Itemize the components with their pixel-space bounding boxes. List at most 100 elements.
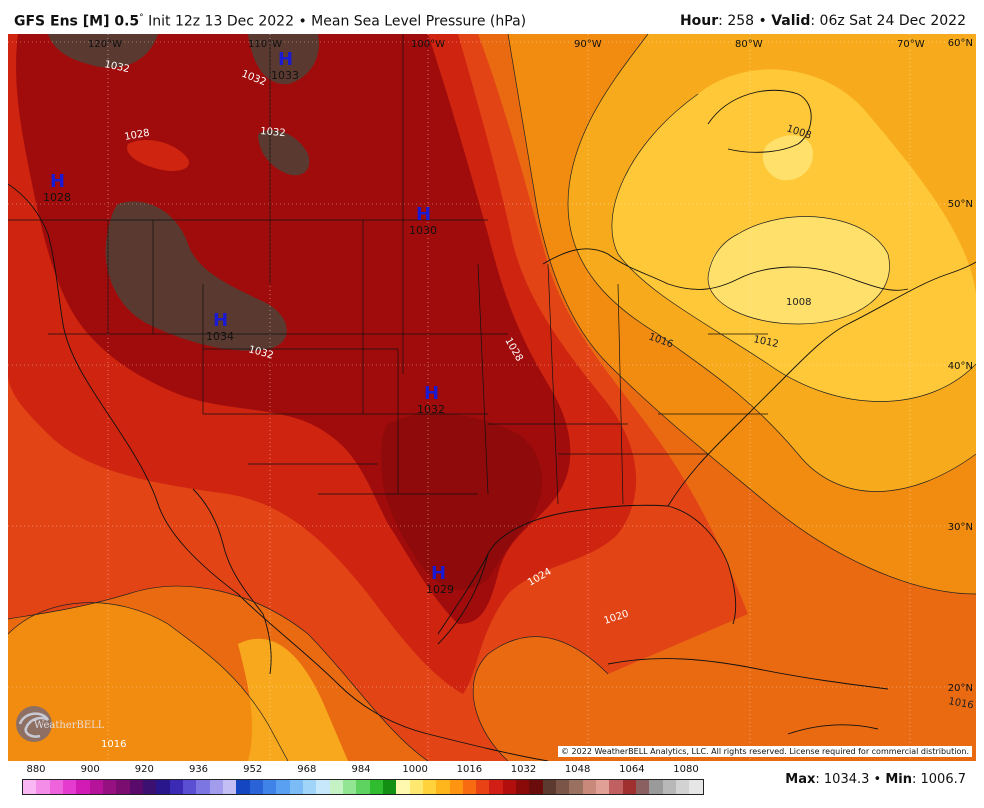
map-header: GFS Ens [M] 0.5° Init 12z 13 Dec 2022 • … <box>0 0 984 34</box>
colorbar-swatch <box>62 780 77 794</box>
contour-label: 1016 <box>101 739 126 750</box>
pressure-map[interactable]: 120°W 110°W 100°W 90°W 80°W 70°W 60°N 50… <box>8 34 976 761</box>
high-letter: H <box>431 563 446 584</box>
copyright-notice: © 2022 WeatherBELL Analytics, LLC. All r… <box>558 746 972 757</box>
colorbar-tick-labels: 880 900 920 936 952 968 984 1000 1016 1032 1048 106… <box>18 763 702 777</box>
high-value: 1032 <box>417 403 445 416</box>
map-svg: 120°W 110°W 100°W 90°W 80°W 70°W 60°N 50… <box>8 34 976 761</box>
colorbar-swatch <box>196 780 210 794</box>
high-letter: H <box>278 49 293 70</box>
lat-label: 20°N <box>948 683 973 694</box>
lat-label: 50°N <box>948 199 973 210</box>
colorbar-swatch <box>662 780 677 794</box>
colorbar-swatch <box>436 780 450 794</box>
contour-label: 1016 <box>947 696 974 711</box>
colorbar-swatch <box>342 780 357 794</box>
title-separator: • <box>298 13 307 30</box>
colorbar-swatch <box>129 780 143 794</box>
min-value: : 1006.7 <box>912 772 966 787</box>
pressure-colorbar: 880 900 920 936 952 968 984 1000 1016 1032 1048 106… <box>18 763 704 803</box>
degree-symbol: ° <box>139 13 144 23</box>
colorbar-swatch <box>396 780 410 794</box>
colorbar-swatch <box>356 780 370 794</box>
colorbar-swatch <box>569 780 583 794</box>
colorbar-swatch <box>409 780 423 794</box>
hour-label: Hour <box>679 13 719 29</box>
colorbar-swatch <box>649 780 663 794</box>
fill-1034-northwest <box>48 34 158 68</box>
colorbar-swatch <box>582 780 597 794</box>
colorbar-swatch <box>476 780 490 794</box>
colorbar-swatch <box>556 780 570 794</box>
colorbar-swatch <box>596 780 610 794</box>
colorbar-tick-label: 1016 <box>456 764 483 775</box>
lon-labels: 120°W 110°W 100°W 90°W 80°W 70°W <box>88 39 925 50</box>
colorbar-swatch <box>36 780 50 794</box>
valid-label: Valid <box>771 13 811 29</box>
colorbar-swatch <box>249 780 263 794</box>
stats-separator: • <box>873 772 882 787</box>
colorbar-tick-label: 920 <box>134 764 154 775</box>
colorbar-swatch <box>302 780 317 794</box>
map-title: GFS Ens [M] 0.5° Init 12z 13 Dec 2022 • … <box>14 13 526 30</box>
colorbar-swatch <box>182 780 197 794</box>
colorbar-swatch <box>382 780 397 794</box>
min-label: Min <box>885 772 912 787</box>
colorbar-tick-label: 936 <box>188 764 209 775</box>
colorbar-swatch <box>609 780 623 794</box>
colorbar-swatch <box>516 780 530 794</box>
high-letter: H <box>213 310 228 331</box>
coastlines <box>8 89 976 761</box>
fill-1004-hudson <box>762 135 813 181</box>
colorbar-swatch <box>689 780 703 794</box>
lat-label: 30°N <box>948 522 973 533</box>
max-label: Max <box>785 772 816 787</box>
high-centers: H 1033 H 1028 H 1030 H 1034 H 1032 H 102… <box>43 49 454 596</box>
colorbar-swatch <box>262 780 277 794</box>
lat-label: 40°N <box>948 361 973 372</box>
colorbar-tick-label: 1032 <box>510 764 537 775</box>
colorbar-swatch <box>369 780 383 794</box>
colorbar-swatch <box>449 780 463 794</box>
fill-1032-texas <box>381 413 542 590</box>
colorbar-tick-label: 1000 <box>402 764 428 775</box>
fill-1004-east <box>708 216 890 324</box>
fill-1012-pacific <box>238 638 348 761</box>
colorbar-swatch <box>89 780 103 794</box>
colorbar-swatch <box>222 780 237 794</box>
colorbar-swatch <box>209 780 223 794</box>
contour-label: 1032 <box>103 59 130 75</box>
contour-label: 1008 <box>786 297 811 308</box>
colorbar-swatch <box>169 780 183 794</box>
high-value: 1030 <box>409 224 437 237</box>
colorbar-swatch <box>49 780 63 794</box>
colorbar-swatch <box>102 780 117 794</box>
lon-label: 110°W <box>248 39 282 50</box>
state-borders <box>8 34 768 505</box>
colorbar-swatch <box>542 780 557 794</box>
isobars <box>8 34 976 761</box>
graticule <box>8 34 976 761</box>
colorbar-tick-label: 880 <box>26 764 46 775</box>
colorbar-swatch <box>142 780 157 794</box>
lat-label: 60°N <box>948 38 973 49</box>
field-name: Mean Sea Level Pressure (hPa) <box>311 13 527 30</box>
high-value: 1034 <box>206 330 234 343</box>
lon-label: 120°W <box>88 39 122 50</box>
colorbar-swatches <box>22 779 704 795</box>
model-name: GFS Ens [M] 0.5 <box>14 13 140 30</box>
min-max-stats: Max: 1034.3 • Min: 1006.7 <box>785 772 966 787</box>
valid-value: : 06z Sat 24 Dec 2022 <box>810 13 966 29</box>
contour-label: 1028 <box>124 128 151 143</box>
colorbar-tick-label: 984 <box>351 764 371 775</box>
fill-1034-montana <box>248 34 319 85</box>
colorbar-swatch <box>502 780 517 794</box>
fill-1034-idaho <box>258 130 310 176</box>
weatherbell-logo: WeatherBELL <box>12 702 104 746</box>
lon-label: 70°W <box>897 39 925 50</box>
contour-label: 1032 <box>260 126 286 139</box>
colorbar-swatch <box>316 780 330 794</box>
colorbar-swatch <box>23 780 37 794</box>
valid-time-block: Hour: 258 • Valid: 06z Sat 24 Dec 2022 <box>680 13 966 29</box>
colorbar-swatch <box>622 780 637 794</box>
